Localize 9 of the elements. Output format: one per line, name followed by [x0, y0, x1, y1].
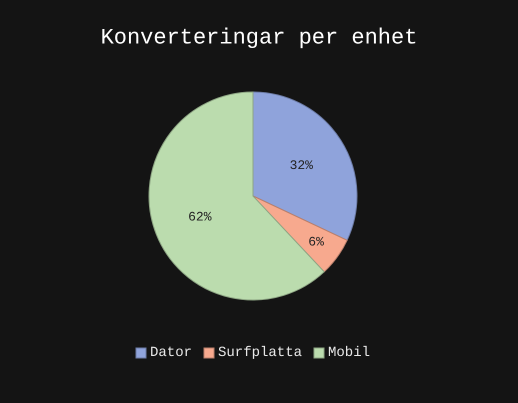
legend-label: Surfplatta	[218, 345, 302, 361]
chart-title: Konverteringar per enhet	[100, 26, 418, 50]
legend-label: Dator	[150, 345, 192, 361]
data-label: 6%	[308, 234, 324, 250]
data-label: 62%	[188, 210, 212, 225]
legend-label: Mobil	[328, 345, 370, 361]
pie-slice	[148, 92, 325, 300]
pie-slice	[252, 196, 348, 272]
data-label: 32%	[290, 158, 314, 173]
